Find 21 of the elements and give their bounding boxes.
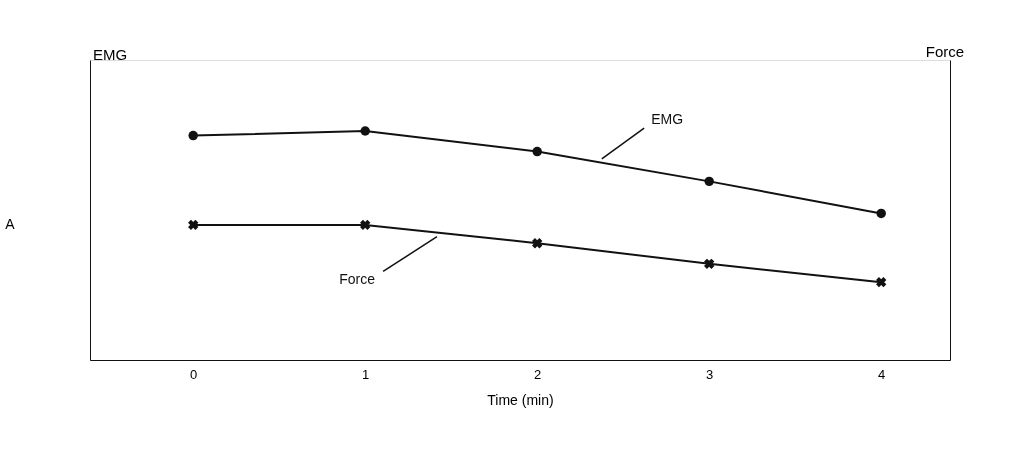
point <box>188 130 198 141</box>
x-tick-label: 3 <box>706 366 714 382</box>
x-tick-label: 0 <box>190 366 198 382</box>
x-tick-label: 2 <box>534 366 542 382</box>
text: A <box>5 216 16 232</box>
x-tick-label: 4 <box>878 366 886 382</box>
point <box>704 258 715 270</box>
point <box>532 238 543 249</box>
text: Force <box>339 271 376 288</box>
y2-axis-title: Force <box>925 43 965 60</box>
y-axis-title: EMG <box>92 46 128 63</box>
point <box>360 219 371 231</box>
point <box>360 126 370 136</box>
point <box>876 208 886 219</box>
point <box>704 176 714 187</box>
x-tick-label: 1 <box>362 366 370 382</box>
point <box>876 276 887 288</box>
point <box>188 219 199 231</box>
x-axis-title: Time (min) <box>487 391 554 408</box>
point <box>532 146 542 157</box>
text: EMG <box>651 111 684 128</box>
